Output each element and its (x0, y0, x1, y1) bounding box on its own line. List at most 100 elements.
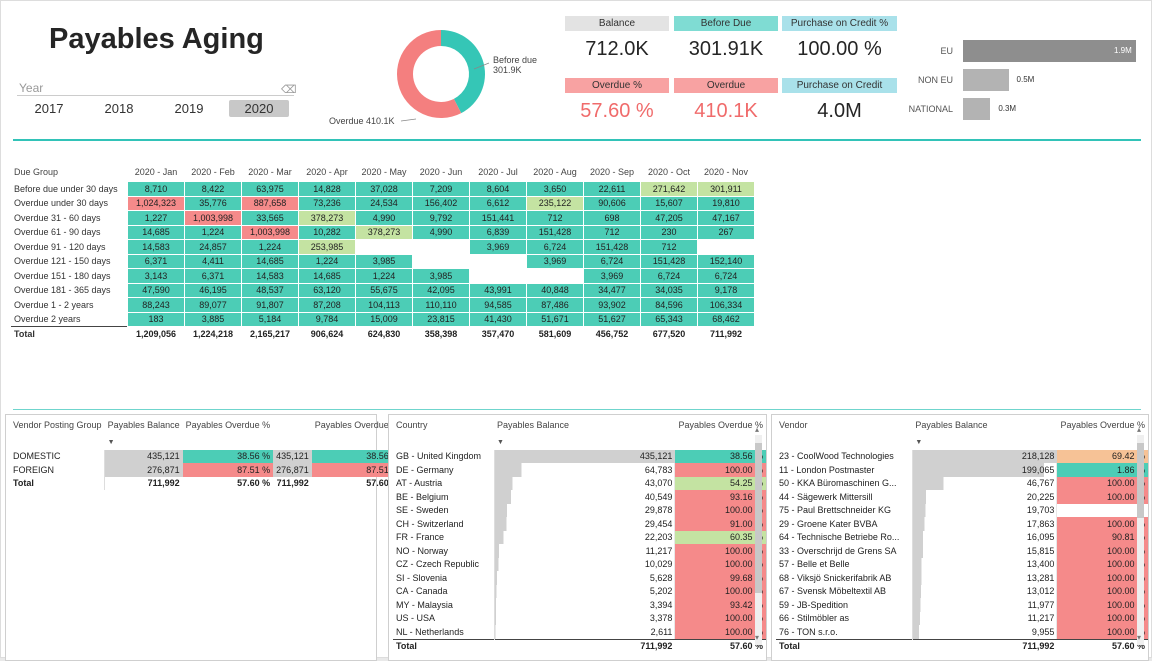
list-item[interactable]: AT - Austria 43,070 54.25 % (393, 476, 766, 490)
list-item[interactable]: CH - Switzerland 29,454 91.00 % (393, 517, 766, 531)
scroll-down-icon[interactable]: ▾ (755, 633, 760, 642)
matrix-row-label[interactable]: Overdue 151 - 180 days (14, 270, 111, 281)
list-item[interactable]: FR - France 22,203 60.35 % (393, 530, 766, 544)
matrix-column-header[interactable]: 2020 - Oct (647, 166, 691, 177)
balance-cell: 13,012 (912, 584, 1058, 598)
list-item[interactable]: 76 - TON s.r.o. 9,955 100.00 % (776, 625, 1148, 639)
column-header[interactable]: Payables Overdue % (185, 420, 271, 430)
scroll-up-icon[interactable]: ▴ (1137, 425, 1142, 434)
sort-descending-icon[interactable]: ▼ (107, 439, 115, 447)
matrix-column-header[interactable]: 2020 - Apr (306, 166, 348, 177)
list-item[interactable]: 50 - KKA Büromaschinen G... 46,767 100.00 … (776, 476, 1148, 490)
matrix-row-label[interactable]: Overdue 181 - 365 days (14, 285, 111, 296)
matrix-column-header[interactable]: 2020 - May (361, 166, 407, 177)
sort-descending-icon[interactable]: ▼ (497, 439, 504, 447)
column-header[interactable]: Payables Balance (107, 420, 180, 430)
year-option-2017[interactable]: 2017 (34, 101, 64, 116)
matrix-cell: 3,969 (469, 239, 527, 255)
list-item[interactable]: MY - Malaysia 3,394 93.42 % (393, 598, 766, 612)
vendor-group-row[interactable]: FOREIGN 276,871 87.51 % 276,871 87.51 % (10, 463, 403, 477)
column-header[interactable]: Payables Balance (497, 420, 570, 430)
year-option-2018[interactable]: 2018 (104, 101, 134, 116)
row-label: 66 - Stilmöbler as (776, 611, 913, 625)
list-item[interactable]: 64 - Technische Betriebe Ro... 16,095 90.8… (776, 530, 1148, 544)
list-item[interactable]: 67 - Svensk Möbeltextil AB 13,012 100.00 % (776, 584, 1148, 598)
scroll-down-icon[interactable]: ▾ (1137, 633, 1142, 642)
matrix-row-label[interactable]: Overdue 31 - 60 days (14, 212, 101, 223)
list-item[interactable]: NL - Netherlands 2,611 100.00 % (393, 625, 766, 639)
vendor-scrollbar[interactable] (1137, 435, 1144, 645)
region-bar-row[interactable]: NON EU 0.5M (901, 69, 1141, 91)
region-bar-row[interactable]: EU 1.9M (901, 40, 1141, 62)
list-item[interactable]: DE - Germany 64,783 100.00 % (393, 463, 766, 477)
list-item[interactable]: 75 - Paul Brettschneider KG 19,703 (776, 503, 1148, 517)
matrix-column-header[interactable]: 2020 - Jun (419, 166, 463, 177)
row-label: GB - United Kingdom (393, 449, 495, 463)
matrix-column-header[interactable]: 2020 - Jul (478, 166, 518, 177)
list-item[interactable]: CZ - Czech Republic 10,029 100.00 % (393, 557, 766, 571)
matrix-row-label[interactable]: Before due under 30 days (14, 183, 118, 194)
donut-svg (397, 30, 490, 122)
column-header[interactable]: Vendor Posting Group (13, 420, 102, 430)
list-item[interactable]: NO - Norway 11,217 100.00 % (393, 544, 766, 558)
matrix-total-cell: 581,609 (526, 326, 584, 342)
list-item[interactable]: BE - Belgium 40,549 93.16 % (393, 490, 766, 504)
matrix-column-header[interactable]: 2020 - Aug (533, 166, 577, 177)
column-header[interactable]: Vendor (779, 420, 808, 430)
list-item[interactable]: 59 - JB-Spedition 11,977 100.00 % (776, 598, 1148, 612)
list-item[interactable]: 57 - Belle et Belle 13,400 100.00 % (776, 557, 1148, 571)
list-item[interactable]: 23 - CoolWood Technologies 218,128 69.42 % (776, 449, 1148, 463)
scroll-up-icon[interactable]: ▴ (755, 425, 760, 434)
country-scroll-thumb[interactable] (755, 443, 762, 593)
list-item[interactable]: SI - Slovenia 5,628 99.68 % (393, 571, 766, 585)
row-label: 67 - Svensk Möbeltextil AB (776, 584, 913, 598)
sort-descending-icon[interactable]: ▼ (915, 439, 923, 447)
matrix-cell: 151,428 (526, 224, 584, 240)
matrix-row-label[interactable]: Overdue 91 - 120 days (14, 241, 106, 252)
matrix-column-header[interactable]: 2020 - Nov (703, 166, 749, 177)
matrix-row-label[interactable]: Overdue under 30 days (14, 198, 109, 209)
year-option-2020[interactable]: 2020 (229, 100, 289, 117)
list-item[interactable]: GB - United Kingdom 435,121 38.56 % (393, 449, 766, 463)
vendor-group-row[interactable]: DOMESTIC 435,121 38.56 % 435,121 38.56 % (10, 449, 403, 463)
matrix-row-label[interactable]: Overdue 1 - 2 years (14, 299, 94, 310)
before-due-leader (473, 62, 490, 70)
country-scrollbar[interactable] (755, 435, 762, 645)
list-item[interactable]: SE - Sweden 29,878 100.00 % (393, 503, 766, 517)
region-bar-label: EU (940, 46, 953, 56)
year-option-2019[interactable]: 2019 (174, 101, 204, 116)
region-bar[interactable] (963, 40, 1136, 62)
list-item[interactable]: US - USA 3,378 100.00 % (393, 611, 766, 625)
column-header[interactable]: Payables Overdue % (678, 420, 763, 430)
list-item[interactable]: 66 - Stilmöbler as 11,217 100.00 % (776, 611, 1148, 625)
matrix-column-header[interactable]: 2020 - Sep (589, 166, 635, 177)
column-header[interactable]: Payables Overdue % (1060, 420, 1145, 430)
matrix-row-label[interactable]: Overdue 61 - 90 days (14, 227, 101, 238)
list-item[interactable]: 33 - Overschrijd de Grens SA 15,815 100.00… (776, 544, 1148, 558)
column-header[interactable]: Payables Balance (915, 420, 988, 430)
donut-slice-overdue[interactable] (397, 30, 462, 118)
list-item[interactable]: 29 - Groene Kater BVBA 17,863 100.00 % (776, 517, 1148, 531)
matrix-cell: 6,612 (469, 195, 527, 211)
list-item[interactable]: 68 - Viksjö Snickerifabrik AB 13,281 100.0… (776, 571, 1148, 585)
region-bar[interactable] (963, 98, 991, 120)
matrix-row-header[interactable]: Due Group (14, 166, 59, 177)
list-item[interactable]: 11 - London Postmaster 199,065 1.86 % (776, 463, 1148, 477)
region-bar[interactable] (963, 69, 1009, 91)
matrix-column-header[interactable]: 2020 - Feb (191, 166, 235, 177)
region-bar-row[interactable]: NATIONAL 0.3M (901, 98, 1141, 120)
list-item[interactable]: CA - Canada 5,202 100.00 % (393, 584, 766, 598)
column-header[interactable]: Payables Overdue % (314, 420, 400, 430)
column-header[interactable] (273, 420, 312, 436)
matrix-cell: 68,462 (697, 311, 755, 327)
clear-selection-icon[interactable]: ⌫ (281, 84, 297, 96)
matrix-row-label[interactable]: Overdue 2 years (14, 314, 81, 324)
donut-slice-before-due[interactable] (441, 30, 485, 114)
matrix-cell: 104,113 (355, 297, 413, 313)
matrix-column-header[interactable]: 2020 - Jan (134, 166, 178, 177)
matrix-row-label[interactable]: Overdue 121 - 150 days (14, 256, 111, 267)
matrix-column-header[interactable]: 2020 - Mar (248, 166, 292, 177)
vendor-scroll-thumb[interactable] (1137, 443, 1144, 518)
column-header[interactable]: Country (396, 420, 428, 430)
list-item[interactable]: 44 - Sägewerk Mittersill 20,225 100.00 % (776, 490, 1148, 504)
